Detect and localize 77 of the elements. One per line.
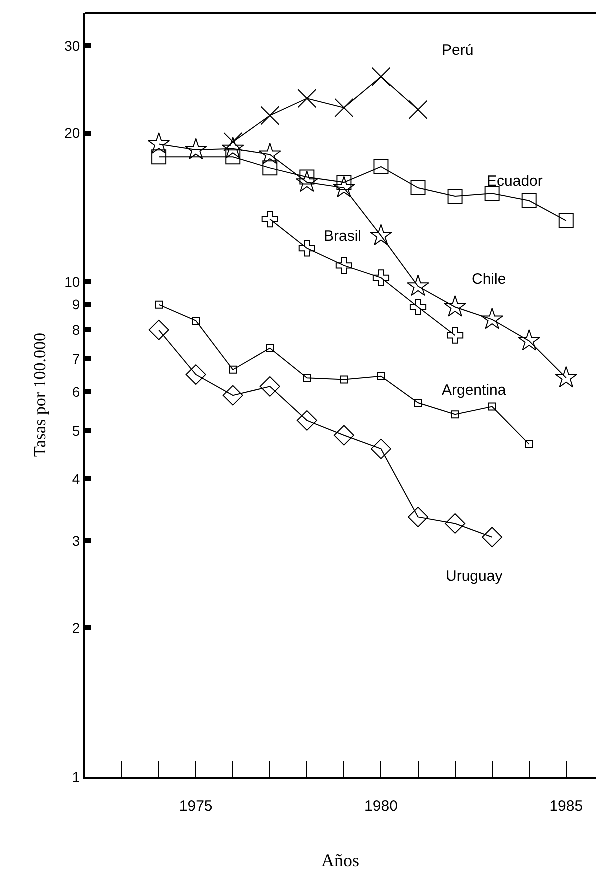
- point: [298, 240, 316, 257]
- point: [446, 327, 464, 344]
- point: [370, 224, 392, 246]
- y-axis-title: Tasas por 100.000: [30, 333, 50, 457]
- point: [522, 193, 537, 208]
- y-tick-label: 7: [72, 350, 80, 367]
- point: [488, 402, 496, 411]
- point: [448, 189, 463, 204]
- point: [262, 160, 278, 176]
- point: [184, 138, 208, 160]
- point: [408, 506, 429, 528]
- point: [260, 106, 280, 126]
- point: [262, 211, 278, 228]
- y-tick-label: 6: [72, 384, 80, 400]
- point: [303, 374, 312, 382]
- point: [372, 67, 391, 86]
- series-label: Chile: [472, 271, 506, 288]
- point: [258, 143, 282, 164]
- point: [226, 150, 241, 165]
- x-tick-label: 1985: [550, 798, 584, 815]
- point: [336, 257, 352, 274]
- point: [334, 98, 354, 118]
- point: [224, 132, 243, 152]
- point: [148, 320, 170, 340]
- point: [296, 410, 318, 431]
- point: [445, 513, 466, 534]
- y-tick-label: 8: [72, 322, 80, 338]
- point: [372, 270, 390, 286]
- point: [333, 176, 356, 198]
- point: [192, 316, 200, 325]
- y-tick-label: 1: [72, 768, 80, 785]
- point: [482, 527, 503, 548]
- point: [340, 376, 348, 384]
- x-axis-title: Años: [321, 850, 360, 871]
- point: [377, 372, 386, 380]
- y-tick-label: 5: [72, 423, 80, 440]
- point: [155, 300, 164, 309]
- point: [407, 274, 430, 296]
- point: [152, 150, 167, 165]
- point: [410, 298, 427, 316]
- y-tick-label: 20: [64, 125, 80, 142]
- point: [518, 329, 540, 351]
- y-tick-label: 30: [64, 38, 80, 54]
- point: [555, 366, 578, 388]
- point: [334, 425, 354, 446]
- point: [484, 186, 500, 202]
- text: Perú: [442, 42, 474, 59]
- point: [374, 159, 389, 174]
- point: [525, 440, 534, 448]
- point: [414, 399, 422, 407]
- x-tick-label: 1980: [364, 798, 398, 815]
- y-tick-label: 4: [72, 471, 80, 487]
- point: [260, 376, 280, 397]
- point: [451, 410, 460, 419]
- point: [229, 366, 238, 374]
- y-tick-label: 2: [72, 620, 80, 636]
- point: [408, 100, 428, 120]
- series-label: Brasil: [324, 228, 362, 245]
- series-label: Uruguay: [446, 568, 504, 585]
- point: [481, 308, 504, 330]
- point: [222, 137, 244, 158]
- point: [444, 296, 466, 317]
- series-label: Ecuador: [487, 173, 543, 190]
- point: [148, 132, 170, 154]
- point: [298, 89, 317, 108]
- point: [186, 364, 206, 386]
- point: [410, 180, 426, 196]
- point: [370, 438, 392, 460]
- x-tick-label: 1975: [179, 798, 213, 815]
- series-label: Argentina: [442, 382, 507, 399]
- y-tick-label: 3: [72, 532, 80, 549]
- y-tick-label: 9: [72, 296, 80, 313]
- point: [558, 213, 574, 228]
- point: [222, 385, 244, 406]
- y-tick-label: 10: [64, 274, 80, 290]
- point: [266, 344, 274, 352]
- point: [296, 170, 318, 192]
